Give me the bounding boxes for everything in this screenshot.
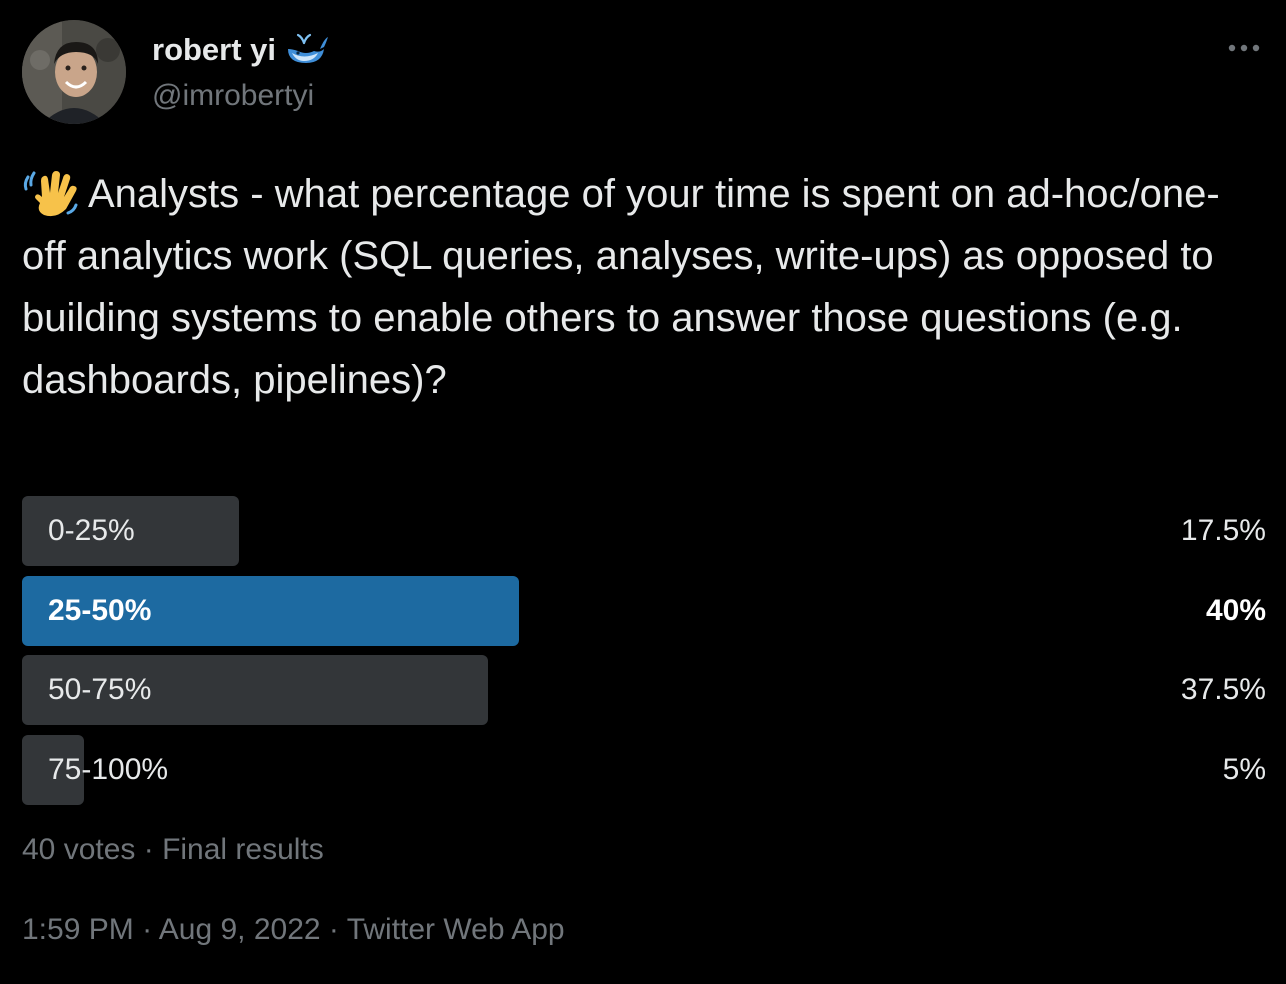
author-handle[interactable]: @imrobertyi — [152, 79, 315, 112]
poll-option-label: 75-100% — [48, 752, 169, 786]
poll-option[interactable]: 25-50% 40% — [22, 575, 1266, 646]
poll-summary: 40 votes · Final results — [22, 833, 324, 866]
tweet-source[interactable]: Twitter Web App — [346, 913, 565, 946]
tweet-time[interactable]: 1:59 PM — [22, 913, 134, 946]
more-horizontal-icon — [1228, 44, 1260, 52]
meta-separator: · — [133, 913, 159, 946]
author-name-row[interactable]: robert yi — [152, 32, 329, 68]
poll-bar — [22, 496, 239, 566]
waving-hand-icon — [22, 169, 80, 217]
tweet-body: Analysts - what percentage of your time … — [22, 172, 1220, 402]
poll-option-percent: 37.5% — [1180, 673, 1266, 706]
poll-option[interactable]: 0-25% 17.5% — [22, 496, 1266, 566]
tweet-date[interactable]: Aug 9, 2022 — [158, 913, 321, 946]
whale-icon — [284, 33, 329, 67]
poll-option-label: 50-75% — [48, 673, 152, 706]
poll-option-percent: 40% — [1205, 593, 1266, 627]
meta-separator: · — [320, 913, 347, 946]
poll: 0-25% 17.5% 25-50% 40% 50-75% 37.5% 75-100% 5% — [22, 496, 1266, 814]
author-name[interactable]: robert yi — [152, 32, 277, 67]
more-button[interactable] — [1224, 30, 1264, 66]
poll-option-percent: 5% — [1222, 752, 1266, 786]
avatar-photo — [22, 20, 126, 124]
poll-option-label: 0-25% — [48, 514, 135, 547]
tweet-text: Analysts - what percentage of your time … — [22, 163, 1242, 411]
poll-option-label: 25-50% — [48, 593, 152, 627]
poll-bar — [22, 575, 519, 646]
avatar[interactable] — [22, 20, 126, 124]
tweet-meta: 1:59 PM · Aug 9, 2022 · Twitter Web App — [22, 913, 565, 947]
poll-option[interactable]: 75-100% 5% — [22, 734, 1266, 805]
poll-bar — [22, 655, 488, 725]
poll-option[interactable]: 50-75% 37.5% — [22, 655, 1266, 725]
poll-option-percent: 17.5% — [1180, 514, 1266, 547]
poll-bar — [22, 734, 84, 805]
